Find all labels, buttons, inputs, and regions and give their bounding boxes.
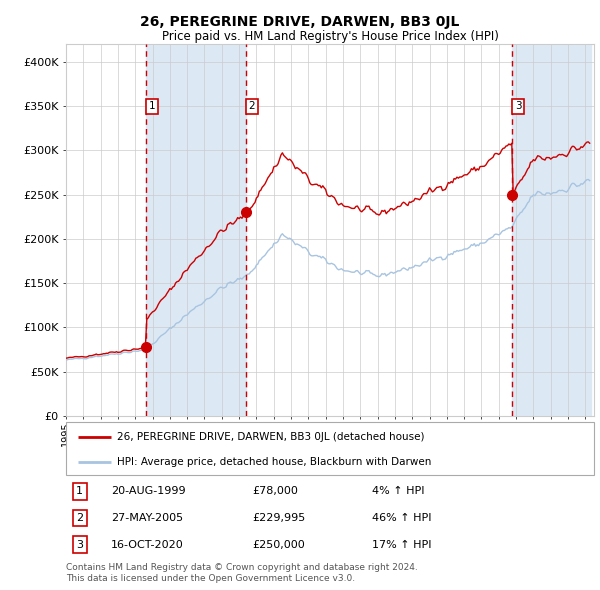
- Text: 3: 3: [515, 101, 521, 111]
- Text: 17% ↑ HPI: 17% ↑ HPI: [372, 540, 431, 549]
- Text: 16-OCT-2020: 16-OCT-2020: [111, 540, 184, 549]
- Text: 27-MAY-2005: 27-MAY-2005: [111, 513, 183, 523]
- Text: £229,995: £229,995: [252, 513, 305, 523]
- Text: 1: 1: [149, 101, 155, 111]
- Text: 20-AUG-1999: 20-AUG-1999: [111, 487, 185, 496]
- Text: This data is licensed under the Open Government Licence v3.0.: This data is licensed under the Open Gov…: [66, 573, 355, 583]
- Text: 2: 2: [248, 101, 255, 111]
- Text: 3: 3: [76, 540, 83, 549]
- Text: £250,000: £250,000: [252, 540, 305, 549]
- Bar: [512, 44, 591, 416]
- Text: Contains HM Land Registry data © Crown copyright and database right 2024.: Contains HM Land Registry data © Crown c…: [66, 563, 418, 572]
- Text: 1: 1: [76, 487, 83, 496]
- Text: HPI: Average price, detached house, Blackburn with Darwen: HPI: Average price, detached house, Blac…: [117, 457, 431, 467]
- Text: 26, PEREGRINE DRIVE, DARWEN, BB3 0JL: 26, PEREGRINE DRIVE, DARWEN, BB3 0JL: [140, 15, 460, 29]
- Text: 26, PEREGRINE DRIVE, DARWEN, BB3 0JL (detached house): 26, PEREGRINE DRIVE, DARWEN, BB3 0JL (de…: [117, 432, 425, 442]
- Text: 4% ↑ HPI: 4% ↑ HPI: [372, 487, 425, 496]
- Title: Price paid vs. HM Land Registry's House Price Index (HPI): Price paid vs. HM Land Registry's House …: [161, 30, 499, 43]
- Bar: [146, 44, 246, 416]
- Text: 46% ↑ HPI: 46% ↑ HPI: [372, 513, 431, 523]
- Text: 2: 2: [76, 513, 83, 523]
- Text: £78,000: £78,000: [252, 487, 298, 496]
